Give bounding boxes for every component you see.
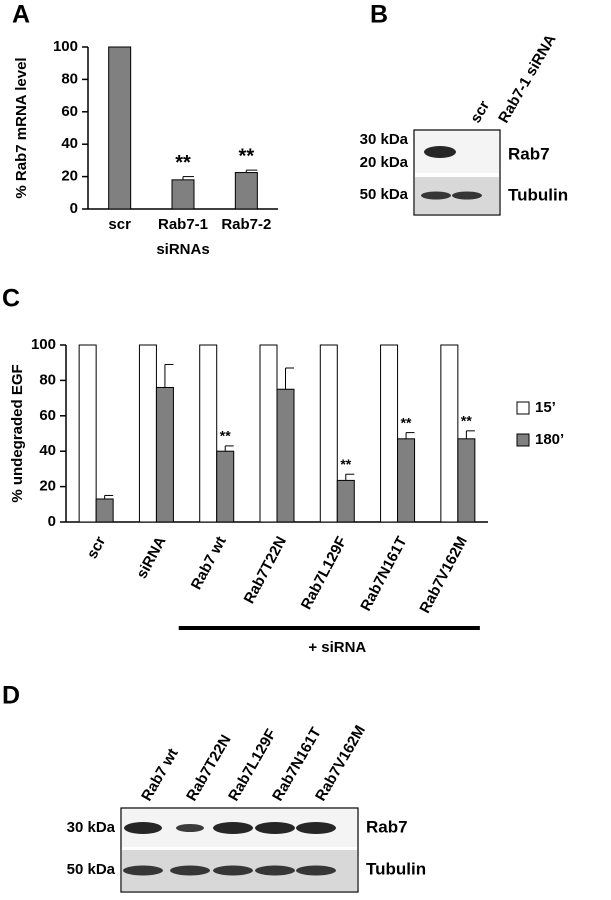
protein-label: Tubulin bbox=[508, 185, 568, 204]
bar bbox=[397, 438, 416, 523]
bar bbox=[380, 344, 399, 523]
protein-label: Rab7 bbox=[508, 144, 550, 163]
bar bbox=[216, 450, 235, 523]
bar bbox=[171, 179, 195, 210]
x-tick-label: Rab7-2 bbox=[221, 216, 271, 233]
x-tick-label: siRNA bbox=[133, 534, 169, 582]
significance-label: ** bbox=[239, 145, 255, 167]
blot-band bbox=[124, 822, 162, 834]
blot-band bbox=[424, 146, 456, 158]
bar bbox=[78, 344, 97, 523]
panel-label: C bbox=[2, 285, 20, 313]
bar bbox=[155, 386, 174, 523]
x-axis-label: siRNAs bbox=[156, 241, 209, 258]
y-tick-label: 100 bbox=[53, 38, 78, 55]
y-tick-label: 60 bbox=[61, 103, 78, 120]
marker-label: 20 kDa bbox=[360, 154, 409, 171]
blot-band bbox=[170, 865, 210, 876]
bar bbox=[440, 344, 459, 523]
y-tick-label: 20 bbox=[61, 168, 78, 185]
significance-label: ** bbox=[220, 428, 231, 444]
y-axis-label: % Rab7 mRNA level bbox=[13, 57, 30, 198]
bar bbox=[138, 344, 157, 523]
x-tick-label: Rab7-1 bbox=[158, 216, 208, 233]
blot-band bbox=[255, 822, 295, 834]
y-tick-label: 40 bbox=[61, 135, 78, 152]
legend-swatch bbox=[516, 401, 530, 415]
lane-label: Rab7 wt bbox=[138, 746, 181, 804]
significance-label: ** bbox=[401, 414, 412, 430]
bar bbox=[95, 498, 114, 523]
blot-frame bbox=[413, 129, 501, 216]
bar bbox=[108, 46, 132, 210]
bar bbox=[319, 344, 338, 523]
y-tick-label: 0 bbox=[70, 200, 78, 217]
bar bbox=[276, 388, 295, 523]
panel-label: B bbox=[370, 1, 388, 29]
bar bbox=[259, 344, 278, 523]
bar bbox=[199, 344, 218, 523]
legend-label: 180’ bbox=[535, 431, 564, 448]
x-tick-label: Rab7L129F bbox=[298, 534, 351, 613]
blot-band bbox=[176, 824, 204, 832]
x-tick-label: Rab7N161T bbox=[357, 534, 410, 614]
x-tick-label: Rab7T22N bbox=[241, 534, 290, 607]
y-tick-label: 80 bbox=[39, 371, 56, 388]
marker-label: 30 kDa bbox=[360, 131, 409, 148]
significance-label: ** bbox=[175, 152, 191, 174]
marker-label: 50 kDa bbox=[360, 186, 409, 203]
y-tick-label: 100 bbox=[31, 336, 56, 353]
panel-label: D bbox=[2, 682, 20, 710]
blot-frame bbox=[120, 807, 359, 893]
y-tick-label: 20 bbox=[39, 478, 56, 495]
lane-label: scr bbox=[467, 98, 493, 126]
bar bbox=[336, 479, 355, 523]
blot-band bbox=[296, 865, 336, 876]
bar bbox=[457, 438, 476, 523]
blot-band bbox=[452, 191, 482, 200]
y-tick-label: 80 bbox=[61, 70, 78, 87]
x-tick-label: scr bbox=[84, 534, 110, 562]
x-tick-label: Rab7V162M bbox=[416, 534, 471, 616]
protein-label: Rab7 bbox=[366, 817, 408, 836]
legend-label: 15’ bbox=[535, 399, 556, 416]
bracket-label: + siRNA bbox=[308, 639, 366, 656]
marker-label: 30 kDa bbox=[67, 819, 116, 836]
y-tick-label: 40 bbox=[39, 442, 56, 459]
panel-label: A bbox=[12, 1, 30, 29]
lane-label: Rab7-1 siRNA bbox=[495, 31, 559, 126]
significance-label: ** bbox=[340, 456, 351, 472]
blot-band bbox=[255, 865, 295, 876]
marker-label: 50 kDa bbox=[67, 861, 116, 878]
bar bbox=[234, 172, 258, 210]
x-tick-label: scr bbox=[108, 216, 131, 233]
x-tick-label: Rab7 wt bbox=[188, 534, 230, 593]
blot-band bbox=[123, 865, 163, 876]
blot-band bbox=[421, 191, 451, 200]
blot-band bbox=[213, 865, 253, 876]
y-axis-label: % undegraded EGF bbox=[9, 364, 26, 502]
legend-swatch bbox=[516, 433, 530, 447]
significance-label: ** bbox=[461, 413, 472, 429]
blot-band bbox=[296, 822, 336, 834]
protein-label: Tubulin bbox=[366, 859, 426, 878]
y-tick-label: 60 bbox=[39, 407, 56, 424]
y-tick-label: 0 bbox=[48, 513, 56, 530]
blot-band bbox=[213, 822, 253, 834]
